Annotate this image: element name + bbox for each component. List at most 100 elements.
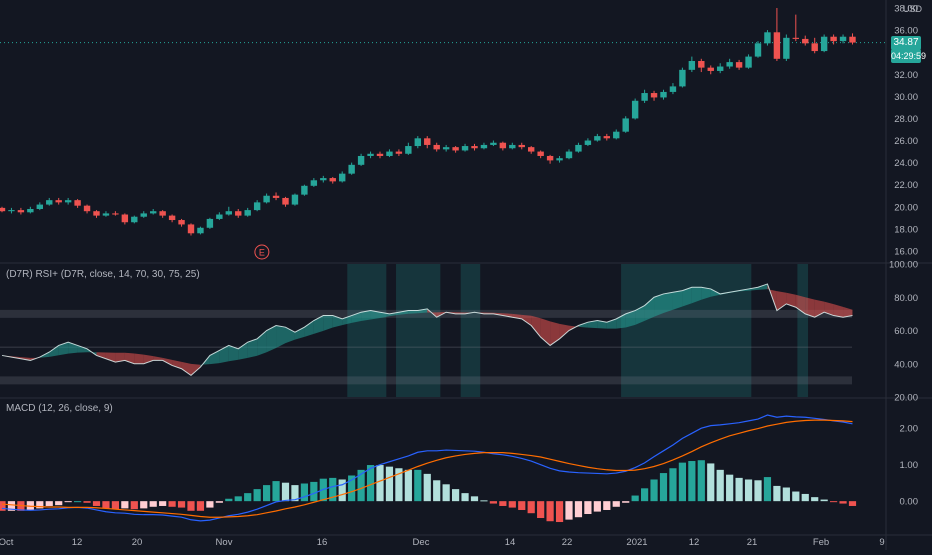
candle-body [622, 118, 629, 132]
earnings-label: E [259, 248, 265, 258]
macd-histogram-bar [26, 501, 34, 510]
candle-body [442, 147, 450, 150]
time-tick-label: Dec [413, 537, 430, 548]
rsi-cloud-segment [153, 356, 163, 361]
candle-body [367, 153, 374, 156]
candle-body [263, 195, 270, 203]
rsi-cloud-segment [833, 304, 844, 318]
macd-histogram-bar [310, 481, 318, 502]
rsi-lower-band [0, 376, 852, 385]
macd-histogram-bar [461, 493, 469, 502]
macd-histogram-bar [593, 501, 601, 512]
macd-histogram-bar [669, 468, 677, 502]
rsi-upper-band [0, 309, 852, 318]
time-tick-label: 14 [505, 537, 516, 548]
macd-histogram-bar [130, 501, 138, 510]
rsi-line [1, 283, 853, 377]
candle-body [244, 210, 251, 216]
macd-histogram-bar [773, 485, 781, 502]
macd-histogram-bar [215, 501, 223, 503]
macd-histogram-bar [338, 479, 346, 502]
macd-histogram-bar [839, 501, 847, 504]
rsi-cloud-segment [672, 290, 683, 310]
rsi-cloud-segment [219, 345, 229, 364]
rsi-cloud-segment [578, 322, 588, 328]
candle-body [55, 200, 62, 203]
earnings-marker[interactable]: E [254, 244, 270, 260]
macd-histogram-bar [754, 480, 762, 502]
macd-histogram-bar [225, 498, 233, 502]
candle-body [121, 214, 129, 223]
rsi-cloud-segment [824, 301, 834, 316]
price-tick-label: 28.00 [894, 114, 918, 125]
price-tick-label: 24.00 [894, 158, 918, 169]
candle-body [168, 215, 176, 221]
rsi-cloud-segment [644, 297, 655, 321]
candle-body [310, 180, 318, 186]
candle-body [471, 146, 478, 149]
macd-indicator-label[interactable]: MACD (12, 26, close, 9) [6, 403, 113, 414]
rsi-cloud-segment [654, 293, 664, 317]
macd-histogram-bar [102, 501, 110, 509]
candle-body [461, 146, 469, 151]
macd-histogram-bar [395, 468, 403, 502]
macd-histogram-bar [792, 491, 800, 502]
rsi-cloud-segment [247, 338, 258, 358]
macd-histogram-bar [697, 460, 705, 502]
macd-signal-line [1, 419, 853, 518]
candle-body [679, 69, 686, 87]
candle-body [452, 147, 459, 151]
candle-body [792, 37, 799, 39]
macd-histogram-bar [707, 463, 715, 502]
candle-body [726, 62, 733, 67]
time-tick-label: 20 [132, 537, 143, 548]
candle-body [641, 93, 648, 101]
rsi-cloud-segment [191, 363, 201, 376]
macd-histogram-bar [811, 497, 819, 502]
price-tick-label: 30.00 [894, 92, 918, 103]
rsi-cloud-segment [682, 287, 692, 307]
candle-body [707, 67, 714, 71]
macd-tick-label: 2.00 [900, 424, 919, 435]
candle-body [584, 140, 592, 145]
rsi-cloud-segment [134, 353, 144, 364]
rsi-cloud-segment [710, 288, 721, 297]
candle-body [301, 185, 308, 195]
rsi-cloud-segment [313, 315, 324, 334]
candle-body [150, 211, 157, 214]
macd-histogram-bar [0, 501, 6, 511]
price-tick-label: 16.00 [894, 246, 918, 257]
rsi-highlight-zone [396, 264, 441, 397]
macd-histogram-bar [111, 501, 119, 510]
macd-histogram-bar [177, 501, 186, 508]
macd-histogram-bar [55, 501, 63, 506]
candle-body [93, 211, 100, 216]
rsi-tick-label: 80.00 [894, 293, 918, 304]
price-tick-label: 32.00 [894, 70, 918, 81]
macd-histogram-bar [574, 501, 583, 518]
candle-body [802, 38, 809, 44]
candle-body [754, 43, 762, 57]
rsi-cloud-segment [181, 361, 191, 376]
time-tick-label: 16 [317, 537, 328, 548]
rsi-indicator-label[interactable]: (D7R) RSI+ (D7R, close, 14, 70, 30, 75, … [6, 269, 200, 280]
macd-histogram-bar [159, 501, 167, 506]
rsi-cloud-segment [143, 354, 154, 364]
candle-body [499, 142, 507, 149]
rsi-cloud-segment [417, 308, 428, 314]
candle-body [820, 36, 828, 52]
rsi-cloud-segment [701, 287, 711, 300]
candle-body [849, 36, 856, 43]
rsi-cloud-segment [814, 299, 825, 318]
rsi-cloud-segment [304, 320, 314, 337]
macd-histogram-bar [64, 501, 72, 503]
macd-histogram-bar [763, 477, 772, 502]
rsi-cloud-segment [342, 315, 352, 326]
candle-body [357, 155, 365, 165]
candle-body [112, 213, 119, 215]
time-tick-label: 22 [562, 537, 573, 548]
price-tick-label: 22.00 [894, 180, 918, 191]
macd-histogram-bar [820, 499, 828, 502]
